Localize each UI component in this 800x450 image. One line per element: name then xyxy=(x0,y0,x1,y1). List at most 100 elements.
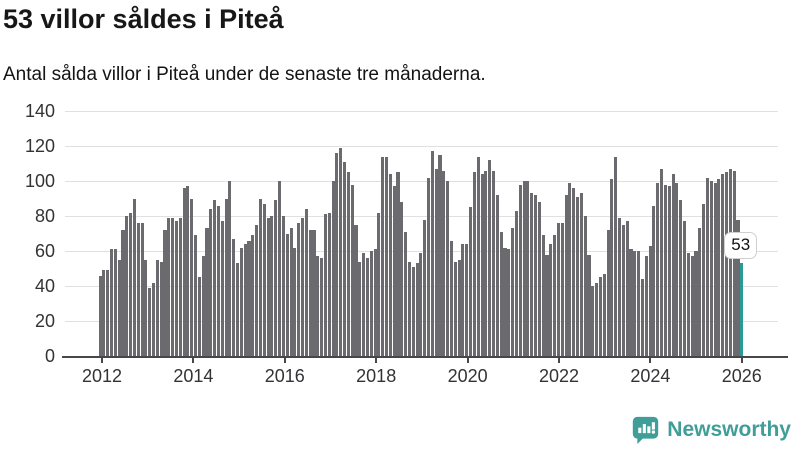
gridline xyxy=(65,251,778,252)
bar xyxy=(503,247,507,356)
y-axis-tick-label: 80 xyxy=(34,206,55,226)
bar xyxy=(660,168,664,356)
bar xyxy=(346,172,350,356)
bar xyxy=(465,244,469,356)
bar xyxy=(652,205,656,356)
bar xyxy=(469,207,473,356)
x-axis-tick xyxy=(375,358,378,363)
bar xyxy=(705,177,709,356)
y-axis-tick-label: 60 xyxy=(34,241,55,261)
x-axis-tick xyxy=(283,358,286,363)
bar xyxy=(407,261,411,356)
bar xyxy=(671,174,675,356)
x-axis-tick xyxy=(558,358,560,363)
value-annotation: 53 xyxy=(724,232,758,260)
bar xyxy=(430,151,434,356)
bar xyxy=(255,224,259,356)
bar xyxy=(724,172,729,356)
bar xyxy=(98,275,102,356)
bar xyxy=(331,181,335,356)
gridline xyxy=(65,111,778,112)
bar xyxy=(163,230,167,356)
bar xyxy=(629,249,633,356)
bar xyxy=(640,279,645,356)
bar xyxy=(618,217,622,356)
bar xyxy=(453,261,457,356)
bar xyxy=(373,249,377,356)
bar xyxy=(717,179,721,356)
bar xyxy=(556,223,560,356)
bar xyxy=(694,251,698,356)
bar xyxy=(350,184,354,356)
bar xyxy=(362,252,366,356)
bar xyxy=(136,223,140,356)
bar xyxy=(579,193,583,356)
bar xyxy=(232,238,236,356)
bar xyxy=(293,247,297,356)
bar xyxy=(411,266,415,356)
gridline xyxy=(65,146,778,147)
bar xyxy=(732,170,736,356)
bar xyxy=(239,247,243,356)
bar xyxy=(698,228,702,356)
bar xyxy=(342,161,347,356)
bar xyxy=(484,170,488,356)
bar xyxy=(545,254,549,356)
bar xyxy=(423,219,427,356)
bar-highlighted xyxy=(740,263,744,356)
bar xyxy=(637,251,641,356)
bar xyxy=(709,181,713,356)
bar xyxy=(495,195,499,356)
bar xyxy=(109,249,114,356)
bar xyxy=(686,252,690,356)
bar xyxy=(186,186,190,356)
bar xyxy=(247,240,251,356)
newsworthy-logo-text: Newsworthy xyxy=(667,417,791,441)
bar xyxy=(354,224,358,356)
bar xyxy=(396,172,400,356)
bar xyxy=(125,216,129,356)
bar xyxy=(278,181,282,356)
bar xyxy=(610,179,614,356)
bar xyxy=(266,217,270,356)
bar xyxy=(522,181,526,356)
x-axis-line xyxy=(62,356,788,358)
bar xyxy=(530,193,534,356)
bar xyxy=(236,263,240,356)
gridline xyxy=(65,181,778,182)
bar xyxy=(713,182,717,356)
page-subtitle: Antal sålda villor i Piteå under de sena… xyxy=(3,64,486,85)
bar xyxy=(476,156,480,356)
bar xyxy=(568,182,572,356)
bar xyxy=(499,231,503,356)
bar xyxy=(171,217,175,356)
bar xyxy=(533,195,538,356)
bar xyxy=(591,286,595,356)
bar xyxy=(216,205,220,356)
x-axis-tick-label: 2016 xyxy=(264,366,305,386)
bar xyxy=(587,254,591,356)
bar xyxy=(155,259,159,356)
bar xyxy=(213,200,217,356)
bar xyxy=(308,230,312,356)
bar xyxy=(174,221,178,356)
bar xyxy=(316,256,320,356)
bar xyxy=(285,233,289,356)
bar xyxy=(419,252,423,356)
bar xyxy=(679,200,683,356)
bar xyxy=(721,174,725,356)
bar xyxy=(449,240,454,356)
bar xyxy=(728,168,732,356)
bar xyxy=(144,259,148,356)
x-axis-tick xyxy=(466,358,469,363)
bar xyxy=(702,203,706,356)
bar xyxy=(606,230,610,356)
bar xyxy=(549,244,553,356)
bar xyxy=(140,223,144,356)
bar xyxy=(648,245,652,356)
bar xyxy=(682,221,687,356)
bar xyxy=(602,273,606,356)
bar xyxy=(511,228,515,356)
bar xyxy=(442,170,446,356)
